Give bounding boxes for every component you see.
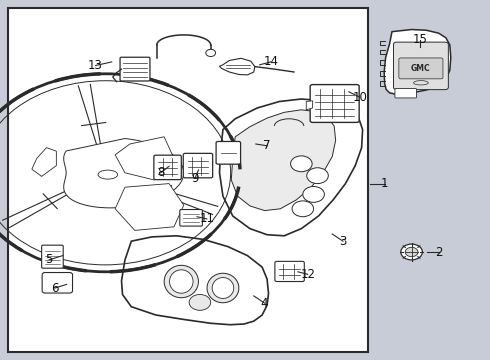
Circle shape (401, 244, 422, 260)
Polygon shape (231, 110, 336, 211)
Text: GMC: GMC (411, 64, 431, 73)
Circle shape (303, 186, 324, 202)
Text: 5: 5 (45, 253, 53, 266)
Text: 13: 13 (88, 59, 103, 72)
Polygon shape (115, 184, 184, 230)
Text: 2: 2 (435, 246, 442, 258)
FancyBboxPatch shape (42, 273, 73, 293)
Bar (8, 8, 368, 352)
Ellipse shape (164, 265, 198, 298)
FancyBboxPatch shape (216, 141, 241, 164)
Polygon shape (220, 99, 363, 236)
FancyBboxPatch shape (120, 57, 150, 81)
FancyBboxPatch shape (180, 210, 202, 226)
Text: 11: 11 (199, 212, 214, 225)
Text: 7: 7 (263, 139, 271, 152)
Circle shape (307, 168, 328, 184)
Text: 12: 12 (300, 268, 315, 281)
Ellipse shape (170, 270, 193, 293)
FancyBboxPatch shape (399, 58, 443, 79)
FancyBboxPatch shape (393, 42, 448, 90)
Text: 8: 8 (157, 166, 165, 179)
Text: 14: 14 (264, 55, 278, 68)
Circle shape (189, 294, 211, 310)
Text: 10: 10 (352, 91, 367, 104)
Circle shape (78, 153, 132, 193)
Text: 3: 3 (339, 235, 347, 248)
Polygon shape (384, 30, 451, 94)
Polygon shape (220, 58, 255, 75)
Text: 6: 6 (51, 282, 59, 294)
Text: 15: 15 (413, 33, 428, 46)
Polygon shape (122, 236, 269, 325)
Polygon shape (64, 139, 184, 208)
Circle shape (292, 201, 314, 217)
Text: 4: 4 (261, 297, 269, 310)
Circle shape (206, 49, 216, 57)
FancyBboxPatch shape (42, 245, 63, 268)
Text: 9: 9 (191, 172, 199, 185)
Polygon shape (306, 101, 313, 110)
Ellipse shape (212, 278, 234, 298)
FancyBboxPatch shape (310, 85, 359, 122)
Ellipse shape (207, 273, 239, 303)
Circle shape (291, 156, 312, 172)
Circle shape (405, 247, 418, 257)
FancyBboxPatch shape (183, 153, 213, 178)
FancyBboxPatch shape (275, 261, 304, 282)
Text: 1: 1 (381, 177, 389, 190)
Polygon shape (115, 137, 174, 180)
FancyBboxPatch shape (154, 155, 181, 180)
Polygon shape (32, 148, 56, 176)
FancyBboxPatch shape (395, 89, 416, 98)
